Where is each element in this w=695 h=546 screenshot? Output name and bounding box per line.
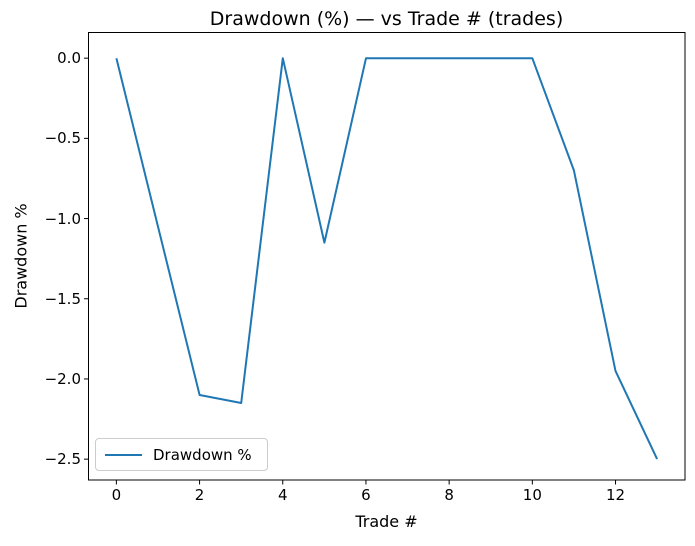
y-tick-label: −1.0 xyxy=(44,209,81,228)
x-axis-label: Trade # xyxy=(355,512,418,531)
x-tick-label: 0 xyxy=(111,486,122,504)
drawdown-line xyxy=(115,57,659,460)
y-tick-label: −2.0 xyxy=(44,369,81,388)
y-tick-label: −1.5 xyxy=(44,289,81,308)
x-tick-label: 2 xyxy=(194,486,205,504)
chart-title: Drawdown (%) — vs Trade # (trades) xyxy=(209,8,564,30)
y-tick-label: 0.0 xyxy=(57,49,81,68)
y-axis-label: Drawdown % xyxy=(11,203,31,309)
legend-label: Drawdown % xyxy=(153,445,252,464)
legend-line-swatch-icon xyxy=(105,453,142,456)
axes-spines xyxy=(88,32,686,481)
x-tick-label: 10 xyxy=(522,486,542,504)
y-tick-label: −0.5 xyxy=(44,129,81,148)
x-tick-label: 4 xyxy=(277,486,288,504)
x-tick-label: 8 xyxy=(444,486,454,504)
x-tick-label: 6 xyxy=(361,486,371,504)
legend: Drawdown % xyxy=(95,438,268,471)
x-tick-label: 12 xyxy=(605,486,626,504)
y-tick-label: −2.5 xyxy=(44,450,81,469)
